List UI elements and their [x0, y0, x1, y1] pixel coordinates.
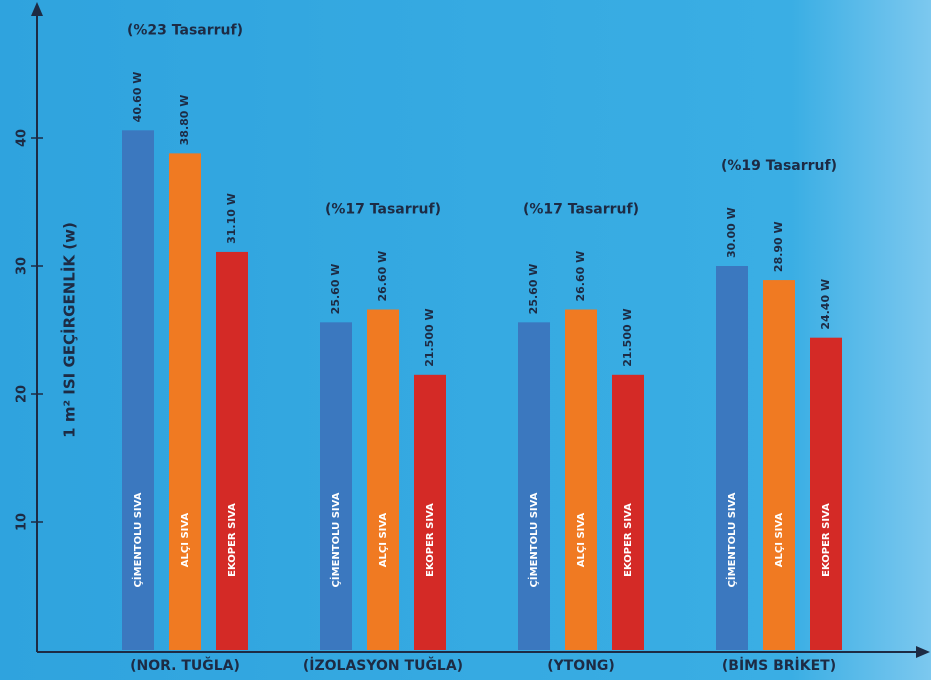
bar	[810, 337, 842, 650]
series-label: ALÇI SIVA	[774, 513, 785, 568]
value-label: 21.500 W	[423, 308, 436, 366]
value-label: 24.40 W	[819, 279, 832, 330]
series-label: ÇİMENTOLU SIVA	[328, 492, 342, 587]
value-label: 25.60 W	[527, 264, 540, 315]
x-tick-label: (BİMS BRİKET)	[722, 657, 836, 674]
x-tick-label: (YTONG)	[547, 658, 615, 674]
x-tick-label: (NOR. TUĞLA)	[130, 656, 240, 674]
annotation: (%17 Tasarruf)	[325, 202, 441, 218]
series-label: EKOPER SIVA	[227, 503, 238, 577]
bar	[565, 309, 597, 650]
bar	[518, 322, 550, 650]
value-label: 30.00 W	[725, 207, 738, 258]
series-label: ÇİMENTOLU SIVA	[130, 492, 144, 587]
series-label: EKOPER SIVA	[623, 503, 634, 577]
value-label: 40.60 W	[131, 72, 144, 123]
series-label: EKOPER SIVA	[425, 503, 436, 577]
x-axis-arrow	[916, 646, 930, 658]
series-label: EKOPER SIVA	[821, 503, 832, 577]
annotation: (%19 Tasarruf)	[721, 158, 837, 174]
value-label: 31.10 W	[225, 193, 238, 244]
series-label: ÇİMENTOLU SIVA	[724, 492, 738, 587]
value-label: 26.60 W	[574, 251, 587, 302]
bar	[612, 374, 644, 650]
value-label: 21.500 W	[621, 308, 634, 366]
value-label: 26.60 W	[376, 251, 389, 302]
series-label: ÇİMENTOLU SIVA	[526, 492, 540, 587]
series-label: ALÇI SIVA	[180, 513, 191, 568]
value-label: 25.60 W	[329, 264, 342, 315]
bar	[763, 280, 795, 650]
bar	[216, 251, 248, 651]
y-axis-arrow	[31, 2, 43, 16]
series-label: ALÇI SIVA	[378, 513, 389, 568]
bar	[320, 322, 352, 650]
x-tick-label: (İZOLASYON TUĞLA)	[303, 656, 463, 674]
bar	[122, 130, 154, 650]
series-label: ALÇI SIVA	[576, 513, 587, 568]
bar	[414, 374, 446, 650]
bar	[716, 266, 748, 650]
value-label: 38.80 W	[178, 95, 191, 146]
y-tick-label: 20	[15, 385, 30, 403]
y-tick-label: 30	[15, 257, 30, 275]
bar	[367, 309, 399, 650]
y-axis-label: 1 m² ISI GEÇİRGENLİK (w)	[60, 222, 79, 438]
y-tick-label: 10	[15, 513, 30, 531]
bar	[169, 153, 201, 651]
value-label: 28.90 W	[772, 221, 785, 272]
y-tick-label: 40	[15, 129, 30, 147]
annotation: (%23 Tasarruf)	[127, 22, 243, 38]
annotation: (%17 Tasarruf)	[523, 202, 639, 218]
